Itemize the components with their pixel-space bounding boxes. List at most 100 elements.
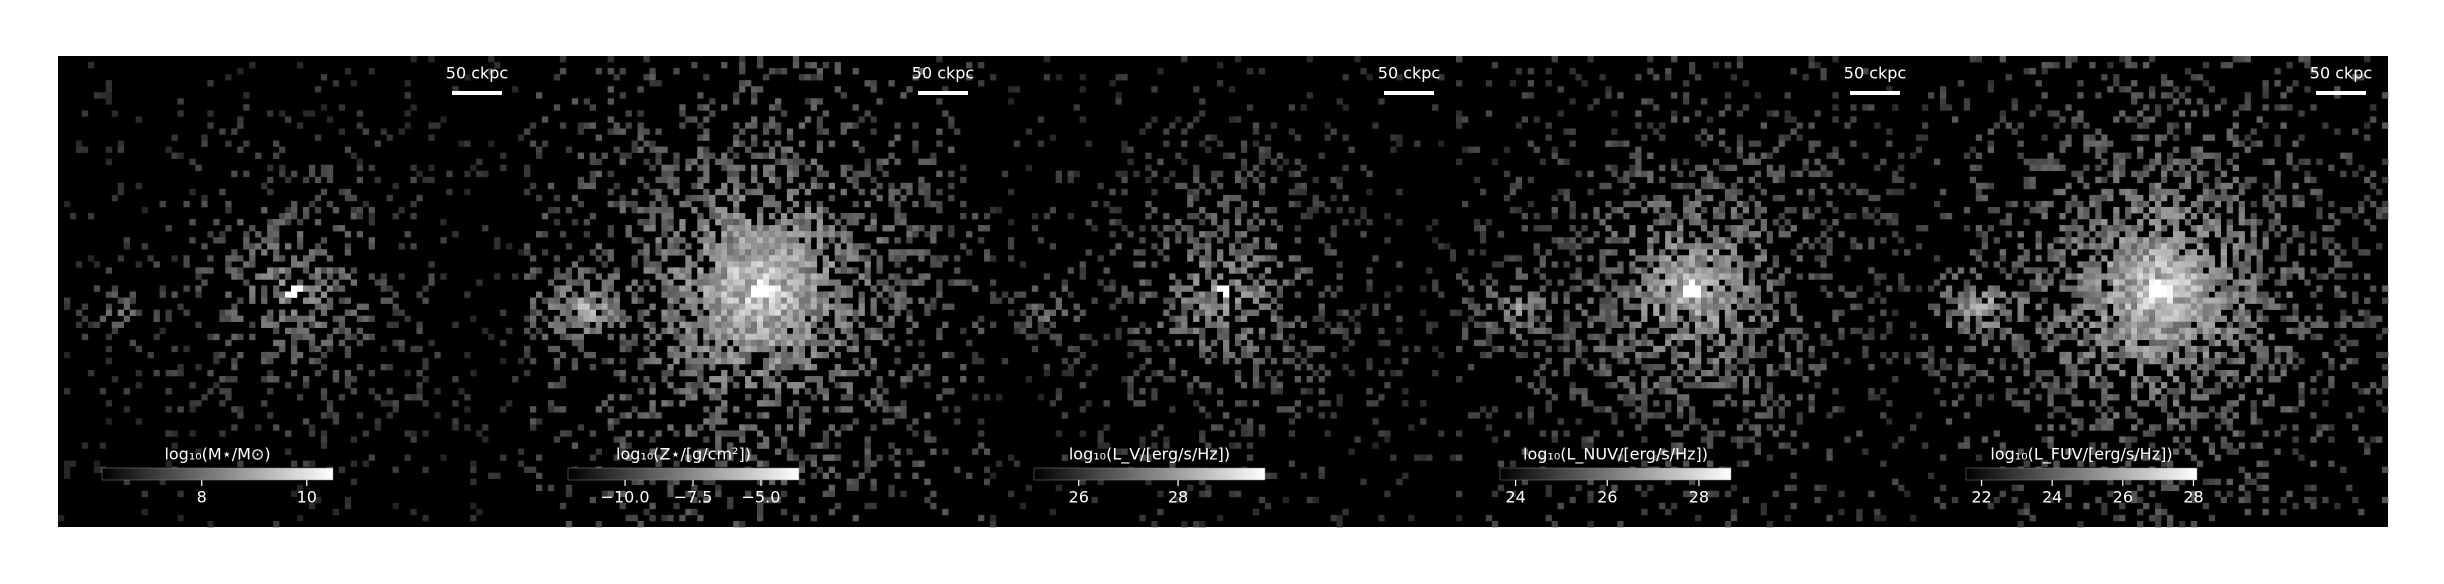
pixel (733, 285, 740, 292)
pixel (1276, 152, 1284, 159)
pixel (1085, 333, 1092, 341)
pixel (655, 128, 662, 135)
pixel (1199, 140, 1206, 147)
pixel (1641, 279, 1648, 286)
pixel (751, 122, 758, 129)
pixel (661, 315, 668, 322)
pixel (1109, 219, 1116, 226)
pixel (709, 315, 716, 322)
pixel (780, 490, 788, 498)
pixel (1617, 321, 1624, 329)
pixel (1175, 315, 1182, 322)
pixel (219, 237, 226, 244)
pixel (745, 279, 752, 286)
pixel (685, 261, 692, 268)
pixel (1485, 351, 1493, 359)
pixel (1551, 56, 1558, 63)
pixel (565, 267, 573, 274)
pixel (1754, 376, 1761, 383)
pixel (1061, 370, 1068, 377)
pixel (643, 225, 650, 232)
pixel (792, 315, 800, 322)
pixel (930, 502, 937, 510)
pixel (1916, 412, 1923, 419)
pixel (607, 231, 614, 238)
pixel (1742, 225, 1750, 232)
pixel (631, 297, 638, 304)
pixel (470, 460, 477, 467)
pixel (1635, 74, 1642, 81)
pixel (768, 315, 776, 322)
pixel (129, 339, 136, 347)
pixel (1712, 279, 1720, 286)
pixel (691, 345, 698, 353)
pixel (314, 370, 322, 377)
pixel (63, 466, 71, 473)
pixel (852, 219, 859, 226)
pixel (816, 249, 824, 256)
pixel (1635, 158, 1642, 165)
pixel (1760, 255, 1767, 262)
pixel (721, 279, 728, 286)
pixel (261, 297, 268, 304)
pixel (966, 249, 973, 256)
pixel (1336, 321, 1343, 329)
pixel (1288, 279, 1295, 286)
pixel (1647, 243, 1654, 250)
pixel (1109, 249, 1116, 256)
pixel (1569, 496, 1576, 504)
pixel (733, 188, 740, 196)
pixel (1706, 134, 1714, 141)
pixel (553, 267, 561, 274)
pixel (63, 472, 71, 479)
pixel (1784, 116, 1791, 123)
pixel (816, 68, 824, 75)
pixel (344, 188, 352, 196)
pixel (1677, 273, 1684, 280)
pixel (571, 291, 579, 298)
pixel (1366, 188, 1373, 196)
pixel (362, 128, 369, 135)
pixel (1599, 182, 1606, 190)
pixel (876, 267, 883, 274)
pixel (1515, 303, 1523, 310)
pixel (762, 291, 770, 298)
pixel (1892, 104, 1899, 111)
pixel (410, 213, 417, 220)
pixel (804, 279, 812, 286)
pixel (1228, 194, 1236, 202)
pixel (595, 134, 602, 141)
pixel (1671, 243, 1678, 250)
pixel (918, 273, 925, 280)
pixel (267, 219, 274, 226)
pixel (751, 291, 758, 298)
pixel (768, 351, 776, 359)
pixel (1730, 231, 1738, 238)
pixel (153, 261, 160, 268)
pixel (697, 454, 704, 461)
pixel (864, 261, 871, 268)
pixel (936, 140, 943, 147)
pixel (1013, 140, 1021, 147)
pixel (894, 237, 901, 244)
pixel (1324, 249, 1331, 256)
pixel (882, 237, 889, 244)
pixel (1521, 92, 1528, 99)
pixel (661, 206, 668, 214)
pixel (1760, 394, 1767, 401)
pixel (1694, 188, 1702, 196)
pixel (1599, 297, 1606, 304)
pixel (1157, 249, 1164, 256)
pixel (1868, 363, 1875, 371)
pixel (810, 104, 818, 111)
pixel (1276, 382, 1284, 389)
pixel (589, 249, 596, 256)
pixel (673, 297, 680, 304)
pixel (810, 315, 818, 322)
pixel (1288, 333, 1295, 341)
pixel (1647, 291, 1654, 298)
pixel (105, 400, 113, 407)
pixel (972, 213, 979, 220)
pixel (1420, 418, 1427, 425)
pixel (774, 237, 782, 244)
